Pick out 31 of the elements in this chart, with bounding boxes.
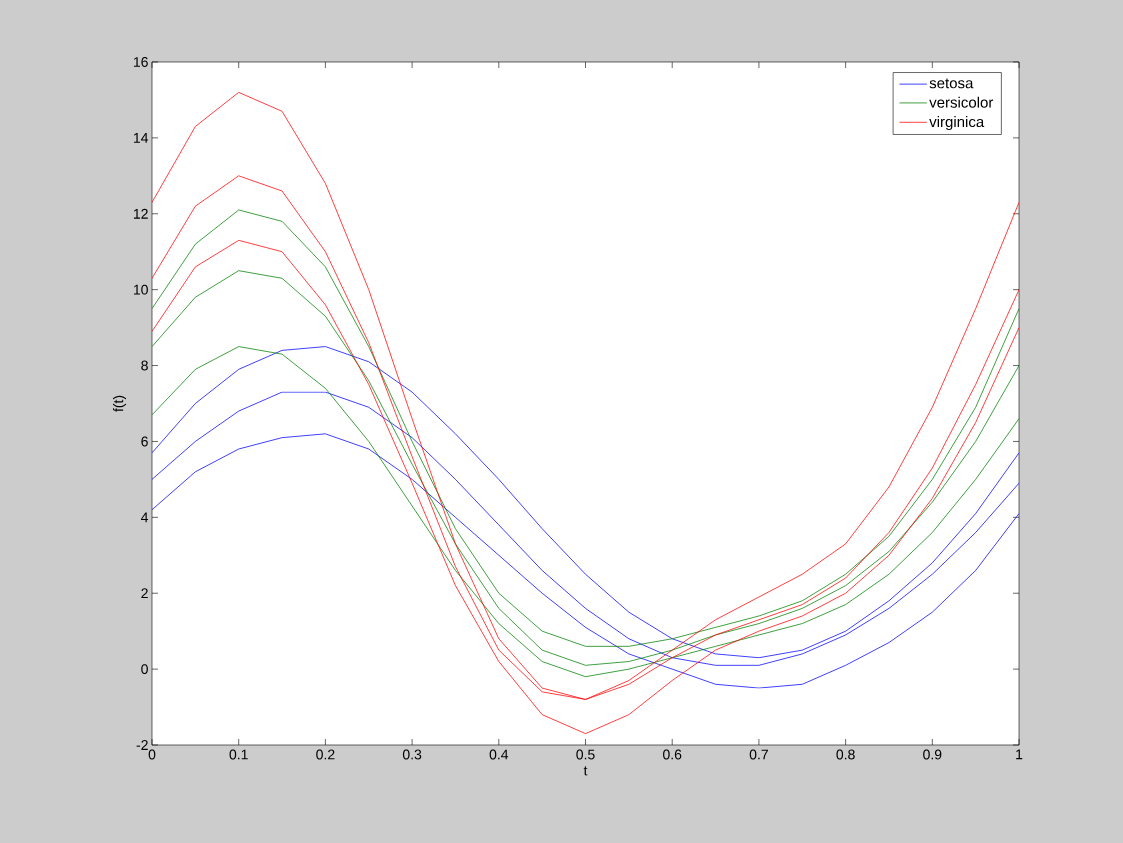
line-series xyxy=(152,209,1020,647)
x-tick-label: 0.6 xyxy=(663,749,682,760)
y-tick-label: 0 xyxy=(141,664,148,675)
x-tick-label: 0.1 xyxy=(229,749,248,760)
legend-label: versicolor xyxy=(929,96,994,108)
x-tick-label: 0.9 xyxy=(923,749,942,760)
y-tick-label: 10 xyxy=(133,284,148,295)
line-series xyxy=(152,270,1020,666)
x-tick-label: 0 xyxy=(148,749,156,760)
x-tick-label: 0.7 xyxy=(749,749,768,760)
x-axis-title: t xyxy=(583,766,588,776)
y-tick-label: 8 xyxy=(141,360,148,371)
y-tick-label: 2 xyxy=(141,588,148,599)
x-tick-label: 1 xyxy=(1016,749,1023,760)
line-series xyxy=(152,239,1020,734)
y-axis-title: f(t) xyxy=(112,395,127,412)
y-tick-label: 12 xyxy=(133,208,148,219)
legend-label: setosa xyxy=(929,78,974,89)
line-series xyxy=(152,433,1020,689)
line-series xyxy=(152,391,1020,666)
y-tick-label: 6 xyxy=(141,436,148,447)
x-tick-label: 0.2 xyxy=(316,749,335,760)
legend-label: virginica xyxy=(929,116,985,131)
y-tick-label: -2 xyxy=(136,740,148,750)
x-tick-label: 0.5 xyxy=(576,749,595,760)
x-tick-label: 0.3 xyxy=(402,749,422,760)
y-tick-label: 16 xyxy=(133,57,148,67)
x-tick-label: 0.4 xyxy=(489,749,509,760)
y-tick-label: 4 xyxy=(141,512,149,523)
y-tick-label: 14 xyxy=(133,133,149,143)
x-tick-label: 0.8 xyxy=(836,749,855,760)
